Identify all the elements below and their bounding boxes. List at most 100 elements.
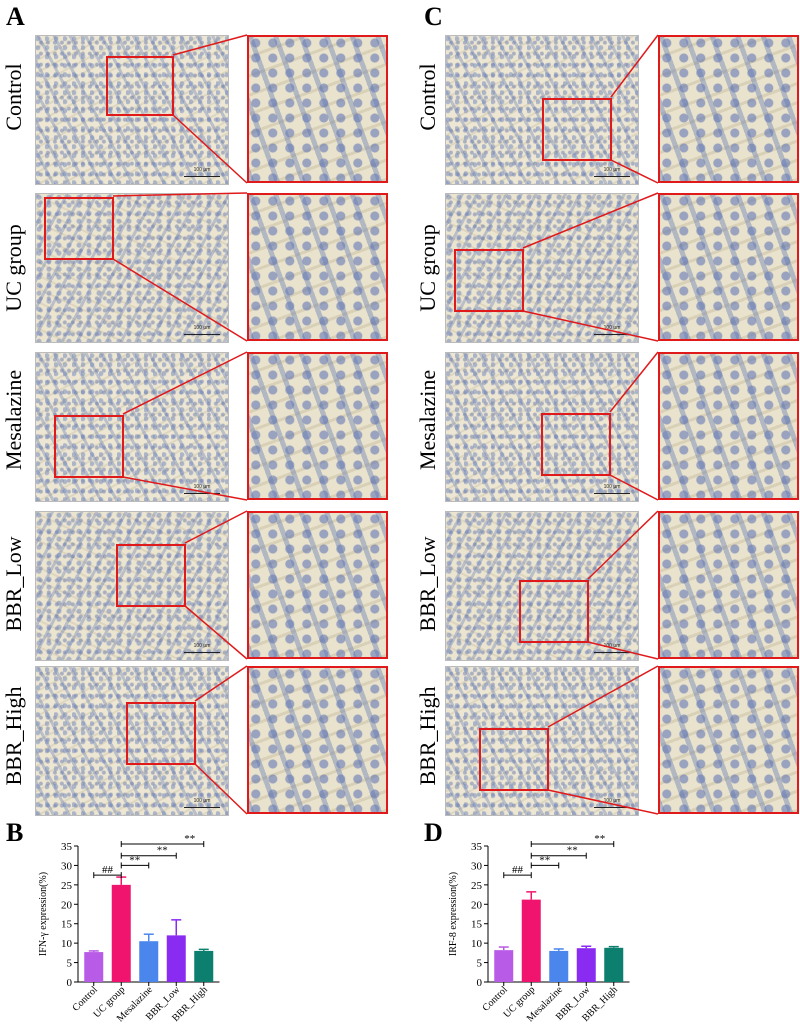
roi-box — [479, 728, 549, 791]
scale-bar-label: 100 μm — [184, 798, 220, 804]
micrograph-zoom-bbr-low-a — [247, 511, 388, 659]
micrograph-zoom-control-c — [658, 35, 799, 183]
significance-label: ## — [102, 864, 114, 876]
significance-label: ** — [157, 845, 168, 857]
roi-box — [519, 580, 589, 643]
roi-box — [454, 249, 524, 312]
scale-bar: 100 μm — [184, 176, 220, 177]
scale-bar-label: 100 μm — [594, 798, 630, 804]
y-tick-label: 35 — [471, 841, 483, 853]
micrograph-zoom-uc-group-a — [247, 193, 388, 341]
micrograph-bbr-low-a: 100 μm — [35, 511, 229, 661]
scale-bar-label: 100 μm — [184, 325, 220, 331]
y-tick-label: 10 — [61, 938, 73, 950]
row-label-mesalazine-a: Mesalazine — [1, 370, 27, 470]
scale-bar-label: 100 μm — [184, 484, 220, 490]
y-tick-label: 25 — [61, 880, 73, 892]
micrograph-mesalazine-a: 100 μm — [35, 352, 229, 502]
bar-1 — [112, 885, 131, 982]
panel-label-a: A — [6, 2, 25, 32]
significance-label: ** — [129, 854, 140, 866]
y-tick-label: 35 — [61, 841, 73, 853]
scale-bar: 100 μm — [184, 493, 220, 494]
roi-box — [116, 544, 186, 607]
micrograph-zoom-uc-group-c — [658, 193, 799, 341]
scale-bar: 100 μm — [184, 334, 220, 335]
y-tick-label: 25 — [471, 880, 483, 892]
y-tick-label: 0 — [477, 977, 483, 989]
micrograph-bbr-high-c: 100 μm — [445, 666, 639, 816]
micrograph-zoom-mesalazine-a — [247, 352, 388, 500]
scale-bar: 100 μm — [594, 493, 630, 494]
roi-box — [106, 56, 174, 116]
scale-bar: 100 μm — [594, 807, 630, 808]
row-label-bbr-high-c: BBR_High — [415, 686, 441, 785]
y-tick-label: 20 — [471, 899, 483, 911]
y-tick-label: 15 — [61, 919, 73, 931]
bar-3 — [577, 948, 596, 982]
significance-label: ** — [184, 833, 195, 845]
row-label-bbr-high-a: BBR_High — [1, 686, 27, 785]
y-tick-label: 5 — [477, 958, 483, 970]
scale-bar: 100 μm — [594, 334, 630, 335]
scale-bar-label: 100 μm — [184, 167, 220, 173]
scale-bar: 100 μm — [594, 176, 630, 177]
row-label-bbr-low-a: BBR_Low — [1, 536, 27, 631]
row-label-uc-group-a: UC group — [1, 224, 27, 311]
y-tick-label: 5 — [67, 958, 73, 970]
scale-bar-label: 100 μm — [184, 643, 220, 649]
bar-0 — [494, 950, 513, 982]
scale-bar: 100 μm — [594, 652, 630, 653]
micrograph-zoom-bbr-high-a — [247, 666, 388, 814]
row-label-control-a: Control — [1, 63, 27, 130]
scale-bar-label: 100 μm — [594, 643, 630, 649]
row-label-bbr-low-c: BBR_Low — [415, 536, 441, 631]
bar-4 — [604, 948, 623, 982]
scale-bar-label: 100 μm — [594, 325, 630, 331]
y-tick-label: 10 — [471, 938, 483, 950]
scale-bar-label: 100 μm — [594, 484, 630, 490]
bar-4 — [194, 951, 213, 982]
significance-label: ## — [512, 864, 524, 876]
micrograph-zoom-bbr-low-c — [658, 511, 799, 659]
roi-box — [54, 415, 124, 478]
micrograph-bbr-high-a: 100 μm — [35, 666, 229, 816]
bar-1 — [522, 900, 541, 982]
bar-2 — [139, 941, 158, 982]
micrograph-zoom-control-a — [247, 35, 388, 183]
row-label-uc-group-c: UC group — [415, 224, 441, 311]
significance-label: ** — [567, 845, 578, 857]
y-tick-label: 30 — [471, 860, 483, 872]
bar-0 — [84, 952, 103, 982]
y-axis-label: IRF-8 expression(%) — [448, 872, 459, 956]
significance-label: ** — [594, 833, 605, 845]
scale-bar: 100 μm — [184, 807, 220, 808]
micrograph-zoom-bbr-high-c — [658, 666, 799, 814]
y-tick-label: 0 — [67, 977, 73, 989]
scale-bar-label: 100 μm — [594, 167, 630, 173]
y-tick-label: 30 — [61, 860, 73, 872]
panel-label-c: C — [424, 2, 443, 32]
micrograph-mesalazine-c: 100 μm — [445, 352, 639, 502]
roi-box — [542, 98, 612, 161]
micrograph-uc-group-a: 100 μm — [35, 193, 229, 343]
micrograph-uc-group-c: 100 μm — [445, 193, 639, 343]
scale-bar: 100 μm — [184, 652, 220, 653]
bar-2 — [549, 951, 568, 982]
micrograph-control-a: 100 μm — [35, 35, 229, 185]
row-label-control-c: Control — [415, 63, 441, 130]
bar-3 — [167, 935, 186, 982]
micrograph-zoom-mesalazine-c — [658, 352, 799, 500]
micrograph-control-c: 100 μm — [445, 35, 639, 185]
row-label-mesalazine-c: Mesalazine — [415, 370, 441, 470]
y-tick-label: 15 — [471, 919, 483, 931]
significance-label: ** — [539, 854, 550, 866]
y-axis-label: IFN-γ expression(%) — [38, 872, 49, 956]
roi-box — [541, 413, 611, 476]
y-tick-label: 20 — [61, 899, 73, 911]
roi-box — [126, 702, 196, 765]
micrograph-bbr-low-c: 100 μm — [445, 511, 639, 661]
roi-box — [44, 197, 114, 260]
